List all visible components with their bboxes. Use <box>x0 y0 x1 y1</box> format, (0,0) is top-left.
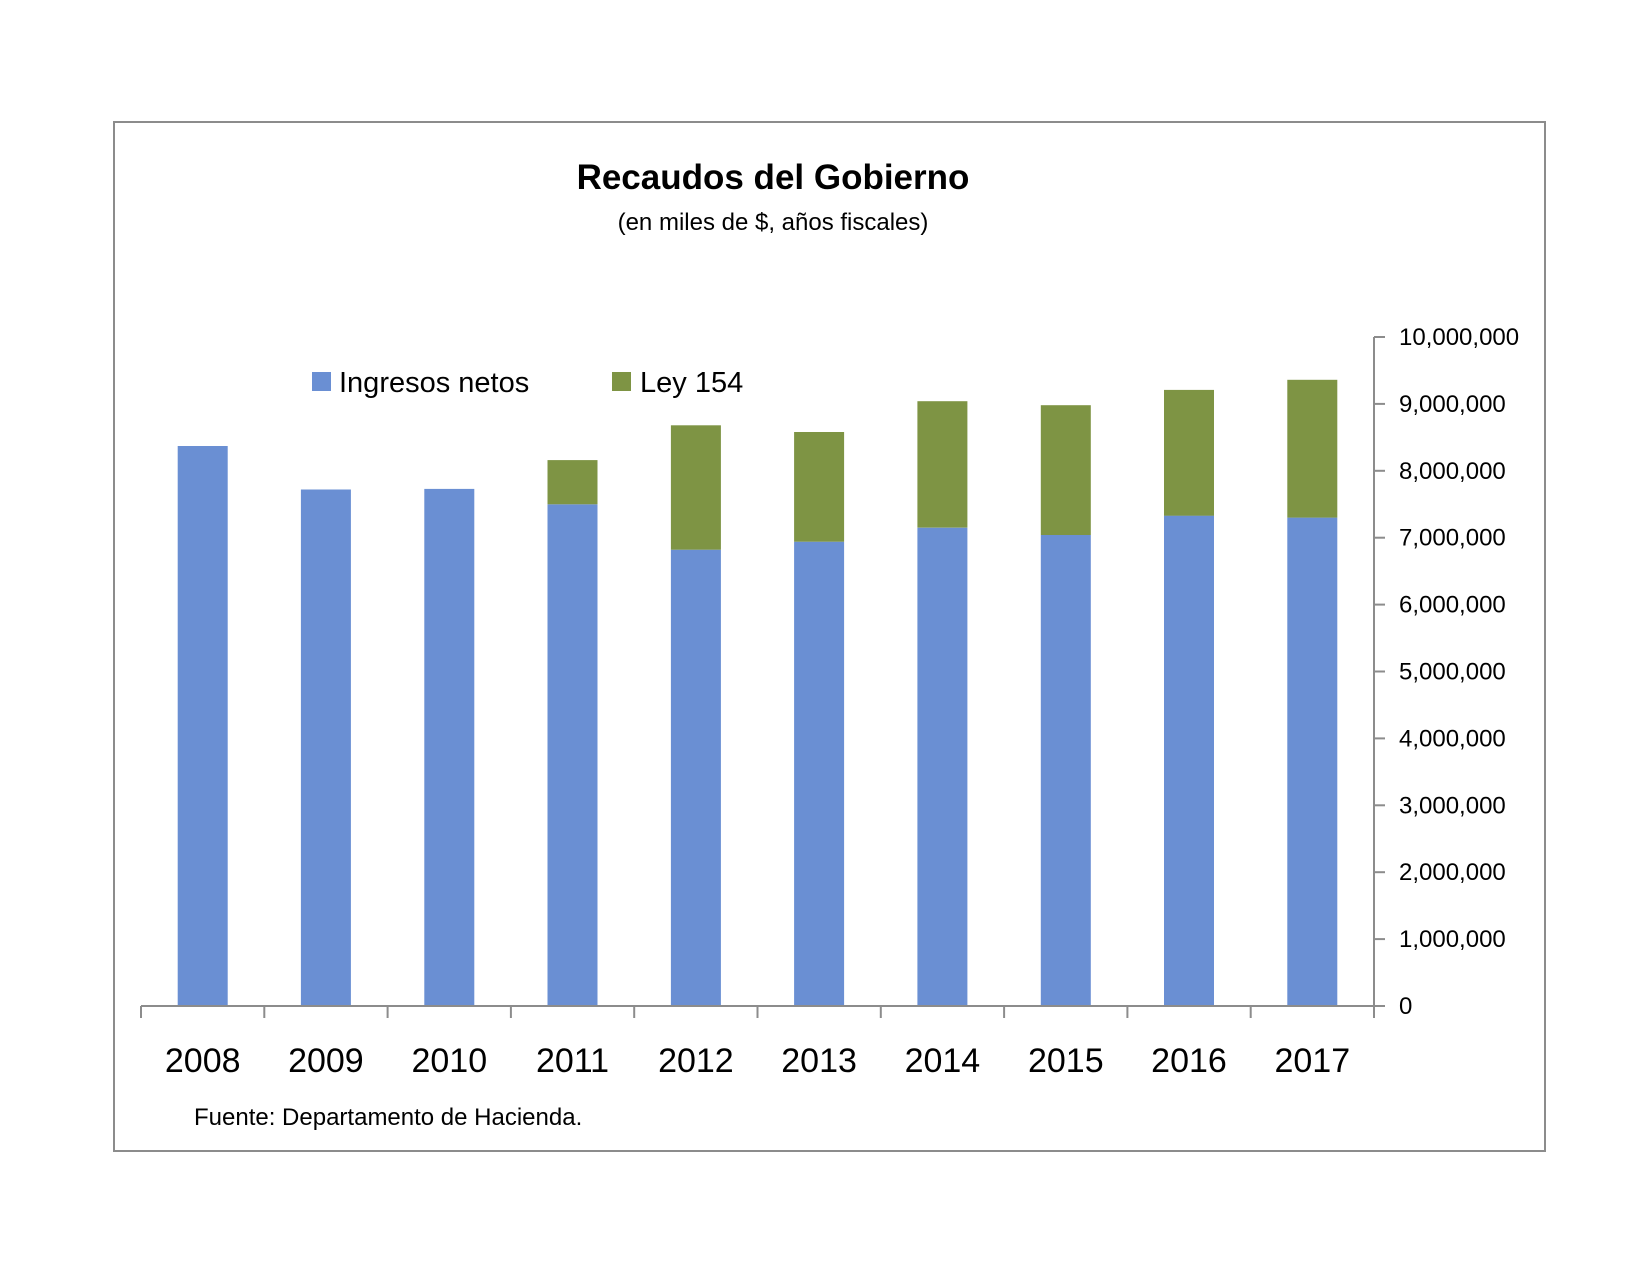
legend-label-ingresos-netos: Ingresos netos <box>339 367 529 399</box>
y-tick-label: 7,000,000 <box>1399 525 1506 552</box>
y-tick-label: 8,000,000 <box>1399 458 1506 485</box>
bar-ley-154-2015 <box>1040 405 1091 535</box>
x-tick-label-2013: 2013 <box>781 1042 857 1080</box>
bar-ingresos-netos-2017 <box>1287 517 1338 1006</box>
bar-ley-154-2012 <box>670 425 721 550</box>
x-tick-label-2014: 2014 <box>905 1042 981 1080</box>
y-tick-label: 6,000,000 <box>1399 592 1506 619</box>
legend-label-ley-154: Ley 154 <box>640 367 743 399</box>
x-tick-label-2009: 2009 <box>288 1042 364 1080</box>
bars <box>177 379 1338 1007</box>
bar-ley-154-2017 <box>1287 379 1338 518</box>
y-tick-label: 10,000,000 <box>1399 324 1519 351</box>
y-tick-label: 0 <box>1399 993 1412 1020</box>
bar-ley-154-2011 <box>547 460 598 505</box>
x-tick-label-2012: 2012 <box>658 1042 734 1080</box>
bar-ley-154-2013 <box>794 432 845 542</box>
x-tick-label-2008: 2008 <box>165 1042 241 1080</box>
x-tick-label-2015: 2015 <box>1028 1042 1104 1080</box>
x-tick-label-2017: 2017 <box>1274 1042 1350 1080</box>
bar-ingresos-netos-2013 <box>794 541 845 1006</box>
y-tick-label: 5,000,000 <box>1399 659 1506 686</box>
chart-title: Recaudos del Gobierno <box>577 158 970 197</box>
y-tick-label: 1,000,000 <box>1399 926 1506 953</box>
chart-frame <box>113 121 1546 1152</box>
bar-ingresos-netos-2012 <box>670 549 721 1006</box>
legend: Ingresos netos Ley 154 <box>312 367 743 399</box>
source-note: Fuente: Departamento de Hacienda. <box>194 1104 582 1131</box>
bar-ley-154-2016 <box>1164 389 1214 516</box>
x-tick-label-2010: 2010 <box>411 1042 487 1080</box>
x-tick-label-2016: 2016 <box>1151 1042 1227 1080</box>
legend-swatch-ingresos-netos <box>312 372 331 391</box>
bar-ley-154-2014 <box>917 401 968 528</box>
y-tick-label: 2,000,000 <box>1399 859 1506 886</box>
x-axis: 2008 2009 2010 2011 2012 2013 2014 2015 2016 2017 <box>140 1005 1375 1080</box>
bar-ingresos-netos-2008 <box>177 446 228 1006</box>
x-tick-label-2011: 2011 <box>536 1042 609 1080</box>
bar-ingresos-netos-2010 <box>424 488 475 1006</box>
chart-subtitle: (en miles de $, años fiscales) <box>618 209 929 236</box>
bar-ingresos-netos-2009 <box>300 489 351 1006</box>
bar-ingresos-netos-2011 <box>547 504 598 1007</box>
bar-ingresos-netos-2014 <box>917 527 968 1006</box>
y-tick-label: 9,000,000 <box>1399 391 1506 418</box>
y-tick-label: 3,000,000 <box>1399 792 1506 819</box>
y-axis: 0 1,000,000 2,000,000 3,000,000 4,000,000 5,0… <box>1373 324 1519 1020</box>
y-tick-label: 4,000,000 <box>1399 725 1506 752</box>
bar-ingresos-netos-2015 <box>1040 535 1091 1006</box>
legend-swatch-ley-154 <box>612 372 631 391</box>
bar-ingresos-netos-2016 <box>1164 515 1214 1006</box>
